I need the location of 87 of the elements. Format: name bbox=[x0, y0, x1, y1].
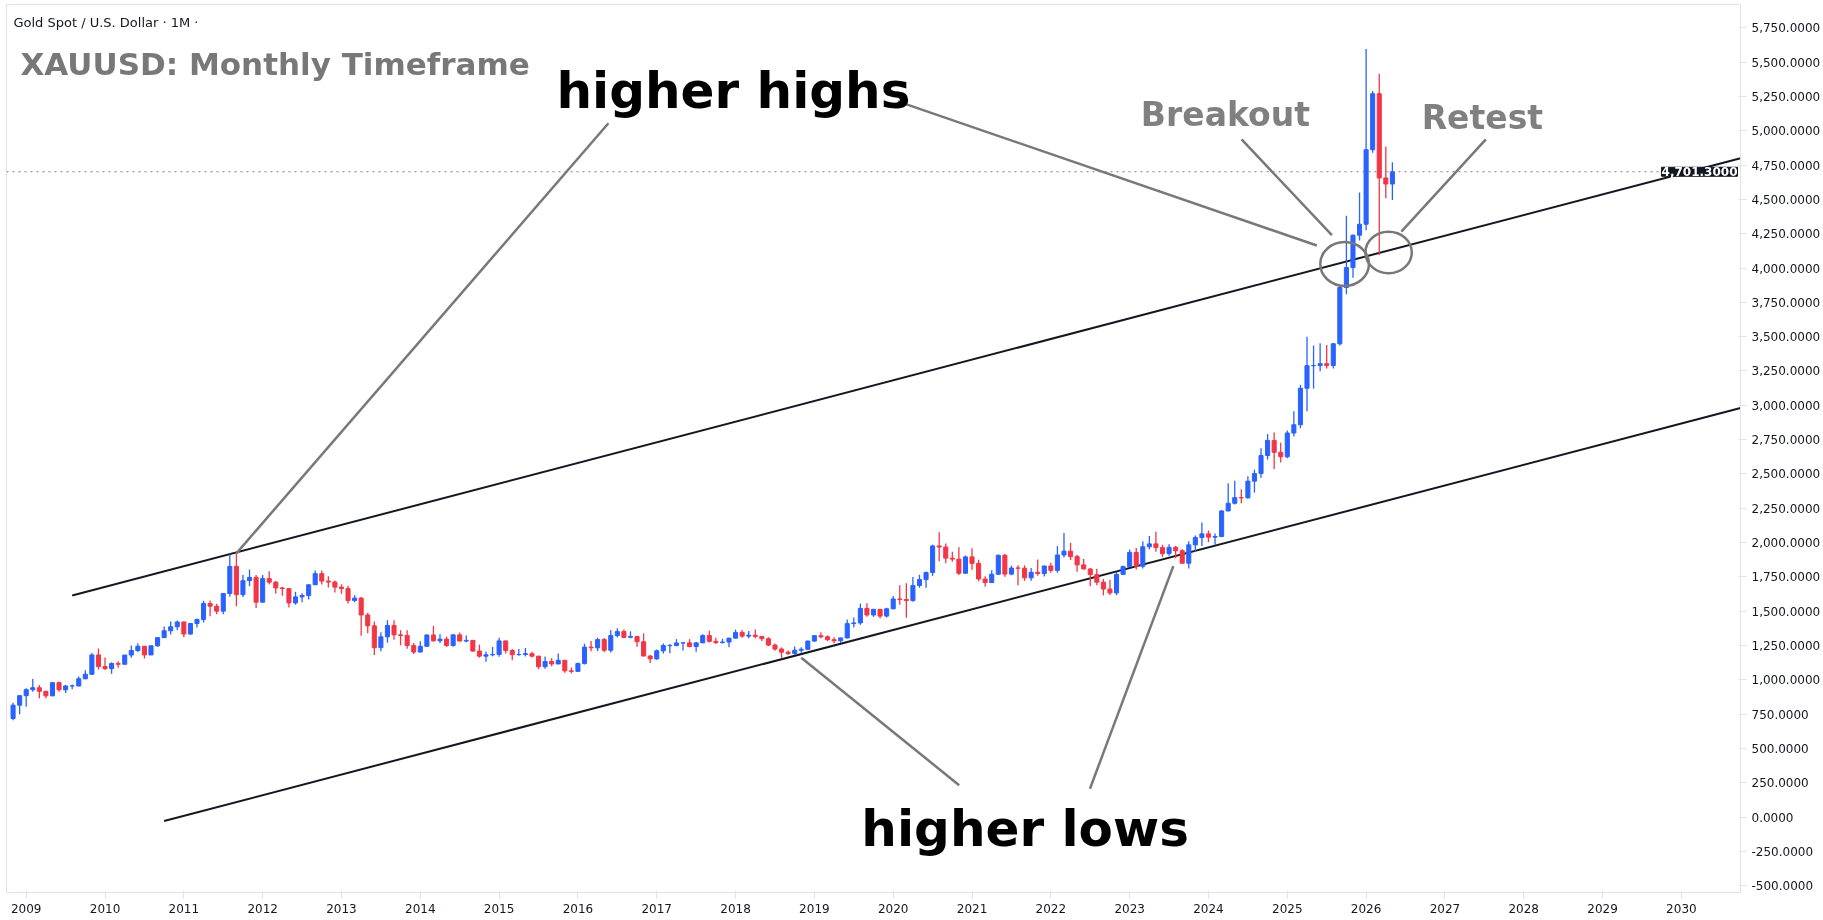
x-tick-label: 2021 bbox=[956, 901, 988, 916]
candlestick bbox=[897, 584, 903, 606]
candlestick bbox=[857, 602, 863, 626]
y-tick-label: 500.0000 bbox=[1751, 741, 1809, 756]
x-tick-label: 2020 bbox=[877, 901, 909, 916]
candlestick bbox=[1324, 344, 1330, 370]
x-tick-label: 2026 bbox=[1350, 901, 1382, 916]
candlestick bbox=[437, 633, 443, 644]
candlestick bbox=[384, 619, 390, 644]
annotation: Retest bbox=[1421, 98, 1544, 138]
x-tick-label: 2016 bbox=[562, 901, 594, 916]
y-tick-label: 4,250.0000 bbox=[1751, 227, 1821, 242]
y-tick-label: 3,000.0000 bbox=[1751, 398, 1821, 413]
x-tick-label: 2023 bbox=[1114, 901, 1145, 916]
y-tick-label: 2,250.0000 bbox=[1751, 501, 1821, 516]
y-tick-label: 3,250.0000 bbox=[1751, 364, 1821, 379]
candlestick bbox=[1389, 161, 1395, 201]
x-tick-label: 2019 bbox=[799, 901, 830, 916]
candlestick bbox=[207, 599, 213, 618]
y-tick-label: 1,750.0000 bbox=[1751, 570, 1821, 585]
candlestick bbox=[1284, 429, 1290, 459]
y-tick-label: 1,250.0000 bbox=[1751, 638, 1821, 653]
y-tick-label: 5,250.0000 bbox=[1751, 89, 1821, 104]
x-tick-label: 2030 bbox=[1666, 901, 1697, 916]
x-tick-label: 2009 bbox=[10, 901, 42, 916]
x-tick-label: 2027 bbox=[1429, 901, 1461, 916]
y-tick-label: 5,500.0000 bbox=[1751, 55, 1821, 70]
y-tick-label: 2,000.0000 bbox=[1751, 536, 1821, 551]
annotation: Breakout bbox=[1140, 94, 1311, 134]
candlestick bbox=[903, 582, 909, 619]
candlestick bbox=[1002, 553, 1008, 578]
candlestick bbox=[371, 620, 377, 656]
text: XAUUSD: Monthly Timeframe bbox=[20, 46, 530, 83]
annotation: higher lows bbox=[861, 800, 1189, 859]
y-tick-label: 4,000.0000 bbox=[1751, 261, 1821, 276]
x-tick-label: 2011 bbox=[168, 901, 200, 916]
candlestick bbox=[831, 636, 837, 644]
y-tick-label: 3,500.0000 bbox=[1751, 330, 1821, 345]
x-tick-label: 2017 bbox=[641, 901, 673, 916]
candlestick bbox=[378, 631, 384, 652]
y-tick-label: 250.0000 bbox=[1751, 776, 1809, 791]
y-tick-label: -500.0000 bbox=[1751, 879, 1814, 894]
x-tick-label: 2015 bbox=[483, 901, 515, 916]
y-tick-label: 4,750.0000 bbox=[1751, 158, 1821, 173]
x-tick-label: 2028 bbox=[1508, 901, 1540, 916]
x-tick-label: 2029 bbox=[1587, 901, 1618, 916]
y-tick-label: 2,750.0000 bbox=[1751, 433, 1821, 448]
candlestick bbox=[588, 640, 594, 652]
y-tick-label: 2,500.0000 bbox=[1751, 467, 1821, 482]
candlestick bbox=[1383, 145, 1389, 199]
y-tick-label: 5,750.0000 bbox=[1751, 21, 1821, 36]
y-tick-label: 4,500.0000 bbox=[1751, 192, 1821, 207]
candlestick bbox=[936, 531, 942, 562]
x-tick-label: 2025 bbox=[1272, 901, 1303, 916]
candlestick bbox=[1140, 540, 1146, 570]
candlestick bbox=[1186, 540, 1192, 570]
candlestick bbox=[260, 574, 266, 604]
y-tick-label: -250.0000 bbox=[1751, 844, 1814, 859]
x-tick-label: 2013 bbox=[326, 901, 357, 916]
y-tick-label: 750.0000 bbox=[1751, 707, 1809, 722]
candlestick bbox=[365, 612, 371, 634]
x-tick-label: 2022 bbox=[1035, 901, 1067, 916]
candlestick bbox=[680, 641, 686, 652]
candlestick bbox=[1304, 335, 1310, 412]
ref-line-label: 4,701.3000 bbox=[1661, 165, 1738, 180]
y-tick-label: 1,000.0000 bbox=[1751, 673, 1821, 688]
annotation: higher highs bbox=[556, 61, 911, 120]
x-tick-label: 2018 bbox=[720, 901, 751, 916]
candlestick bbox=[995, 553, 1001, 576]
candlestick bbox=[1133, 547, 1139, 571]
candlestick bbox=[358, 596, 364, 637]
text: Gold Spot / U.S. Dollar · 1M · bbox=[13, 15, 199, 31]
candlestick bbox=[1291, 410, 1297, 438]
y-tick-label: 0.0000 bbox=[1751, 810, 1794, 825]
candlestick bbox=[608, 629, 614, 654]
y-tick-label: 1,500.0000 bbox=[1751, 604, 1821, 619]
y-tick-label: 3,750.0000 bbox=[1751, 295, 1821, 310]
x-tick-label: 2012 bbox=[247, 901, 278, 916]
candlestick bbox=[1113, 571, 1120, 596]
candlestick bbox=[483, 650, 489, 663]
candlestick bbox=[1015, 564, 1021, 586]
x-tick-label: 2024 bbox=[1193, 901, 1224, 916]
y-tick-label: 5,000.0000 bbox=[1751, 124, 1821, 139]
x-tick-label: 2010 bbox=[89, 901, 121, 916]
candlestick bbox=[943, 542, 949, 564]
candlestick bbox=[240, 574, 246, 598]
x-tick-label: 2014 bbox=[405, 901, 436, 916]
